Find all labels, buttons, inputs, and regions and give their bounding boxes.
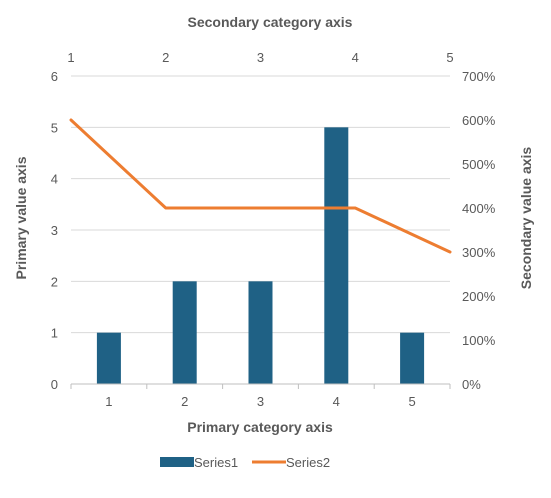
- secondary-value-tick-label: 300%: [462, 245, 496, 260]
- secondary-value-tick-label: 100%: [462, 333, 496, 348]
- bar-series: [96, 127, 425, 384]
- secondary-value-tick-label: 700%: [462, 69, 496, 84]
- bar: [324, 127, 349, 384]
- secondary-category-axis-title: Secondary category axis: [188, 14, 353, 30]
- primary-value-tick-label: 0: [51, 377, 58, 392]
- primary-category-tick-label: 3: [257, 394, 264, 409]
- secondary-value-tick-label: 400%: [462, 201, 496, 216]
- primary-value-tick-label: 3: [51, 223, 58, 238]
- axes: 0 1 2 3 4 5 6 0% 100% 200% 300% 400% 500% 600% 700% 1 2 3…: [51, 50, 496, 409]
- primary-category-tick-label: 2: [181, 394, 188, 409]
- secondary-category-tick-label: 2: [162, 50, 169, 65]
- secondary-category-tick-label: 1: [67, 50, 74, 65]
- primary-value-tick-label: 6: [51, 69, 58, 84]
- bar: [96, 332, 121, 384]
- legend-label: Series1: [194, 455, 238, 470]
- primary-value-tick-label: 5: [51, 120, 58, 135]
- secondary-value-axis-title: Secondary value axis: [518, 147, 534, 290]
- legend: Series1 Series2: [160, 455, 330, 470]
- legend-swatch-bar: [160, 457, 194, 467]
- primary-value-axis-title: Primary value axis: [13, 156, 29, 279]
- secondary-value-tick-label: 0%: [462, 377, 481, 392]
- primary-value-tick-label: 4: [51, 172, 58, 187]
- primary-category-tick-label: 1: [105, 394, 112, 409]
- secondary-value-tick-label: 600%: [462, 113, 496, 128]
- series2-line: [69, 118, 452, 254]
- secondary-category-tick-label: 5: [446, 50, 453, 65]
- legend-label: Series2: [286, 455, 330, 470]
- primary-category-tick-label: 5: [408, 394, 415, 409]
- secondary-value-tick-label: 500%: [462, 157, 496, 172]
- primary-category-axis-title: Primary category axis: [187, 419, 333, 435]
- primary-category-tick-label: 4: [333, 394, 340, 409]
- bar: [248, 281, 273, 384]
- bar: [172, 281, 197, 384]
- primary-value-tick-label: 2: [51, 274, 58, 289]
- secondary-category-tick-label: 4: [352, 50, 359, 65]
- bar: [400, 332, 425, 384]
- secondary-category-tick-label: 3: [257, 50, 264, 65]
- secondary-value-tick-label: 200%: [462, 289, 496, 304]
- line-series: [69, 118, 452, 254]
- primary-value-tick-label: 1: [51, 326, 58, 341]
